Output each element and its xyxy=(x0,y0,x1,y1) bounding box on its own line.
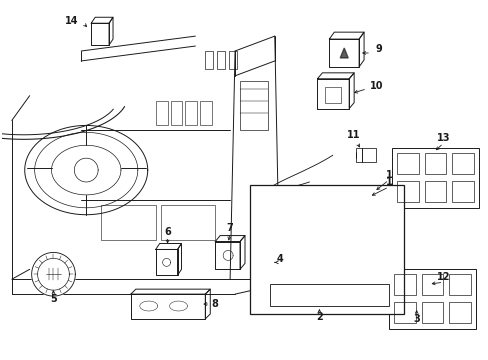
Bar xyxy=(170,100,182,125)
Polygon shape xyxy=(32,252,75,296)
Polygon shape xyxy=(262,255,277,272)
Bar xyxy=(388,269,475,329)
Bar xyxy=(325,87,341,103)
Bar xyxy=(448,274,470,295)
Text: 1: 1 xyxy=(385,170,391,180)
Text: 1: 1 xyxy=(385,177,391,187)
Bar xyxy=(240,81,267,130)
Bar xyxy=(393,302,415,323)
Text: 3: 3 xyxy=(412,314,419,324)
Bar xyxy=(249,185,403,314)
Bar xyxy=(205,51,213,69)
Text: 10: 10 xyxy=(369,81,383,91)
Bar xyxy=(396,181,418,202)
Polygon shape xyxy=(340,48,347,58)
Bar xyxy=(421,302,443,323)
Bar xyxy=(421,274,443,295)
Text: 13: 13 xyxy=(436,133,449,143)
Polygon shape xyxy=(317,79,348,109)
Bar xyxy=(155,100,167,125)
Bar xyxy=(393,274,415,295)
Bar xyxy=(355,148,375,162)
Polygon shape xyxy=(91,23,109,45)
Bar xyxy=(448,302,470,323)
Text: 9: 9 xyxy=(375,44,382,54)
Text: 2: 2 xyxy=(315,312,322,322)
Text: 4: 4 xyxy=(276,255,283,264)
Bar xyxy=(451,181,473,202)
Bar xyxy=(424,153,446,174)
Bar xyxy=(229,51,237,69)
Bar xyxy=(269,284,388,306)
Text: 7: 7 xyxy=(226,222,233,233)
Text: 8: 8 xyxy=(211,299,218,309)
Bar xyxy=(396,153,418,174)
Text: 5: 5 xyxy=(50,294,57,304)
Bar xyxy=(101,205,155,239)
Polygon shape xyxy=(155,249,177,275)
Text: 11: 11 xyxy=(346,130,360,140)
Bar xyxy=(424,181,446,202)
Bar xyxy=(391,148,478,208)
Polygon shape xyxy=(131,294,205,319)
Text: 14: 14 xyxy=(64,16,78,26)
Bar xyxy=(217,51,224,69)
Bar xyxy=(185,100,197,125)
Bar xyxy=(200,100,212,125)
Text: 12: 12 xyxy=(436,272,449,282)
Bar xyxy=(161,205,215,239)
Polygon shape xyxy=(215,242,240,269)
Bar xyxy=(451,153,473,174)
Text: 6: 6 xyxy=(164,226,171,237)
Polygon shape xyxy=(328,39,358,67)
